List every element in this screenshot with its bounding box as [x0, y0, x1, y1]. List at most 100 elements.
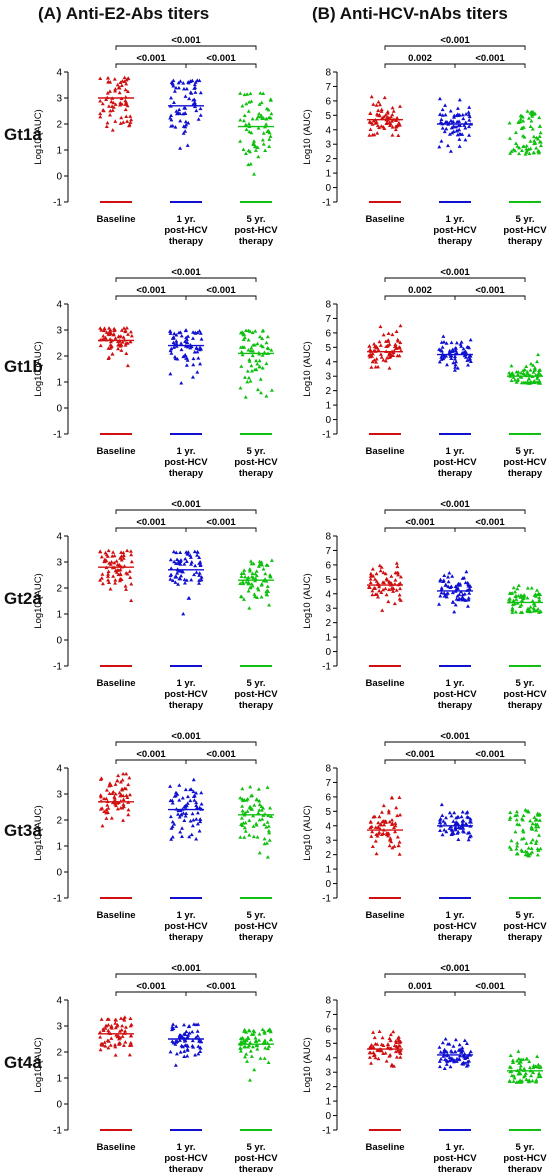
- data-point: [105, 76, 110, 80]
- data-point: [520, 594, 525, 599]
- data-point: [257, 1038, 262, 1042]
- data-point: [242, 835, 247, 839]
- data-point: [184, 550, 189, 554]
- data-point: [254, 822, 259, 827]
- data-point: [124, 100, 129, 104]
- data-point: [256, 787, 261, 791]
- data-point: [379, 109, 384, 113]
- category-label: post-HCV: [433, 1153, 477, 1164]
- data-point: [267, 830, 272, 835]
- data-point: [172, 822, 177, 826]
- data-point: [440, 126, 445, 130]
- data-point: [110, 554, 115, 558]
- data-point: [251, 561, 256, 566]
- data-point: [375, 112, 380, 116]
- data-point: [107, 89, 112, 93]
- data-point: [379, 810, 384, 814]
- data-point: [450, 590, 455, 595]
- data-point: [177, 798, 182, 802]
- data-point: [390, 133, 395, 137]
- data-point: [185, 552, 190, 556]
- data-point: [514, 817, 519, 822]
- data-point: [393, 1039, 398, 1043]
- y-tick-label: 2: [325, 386, 331, 397]
- data-point: [168, 331, 173, 335]
- y-tick-label: -1: [322, 1126, 331, 1137]
- data-point: [372, 1052, 377, 1057]
- data-point: [534, 608, 539, 613]
- data-point: [451, 600, 456, 604]
- data-point: [168, 371, 173, 376]
- data-point: [532, 141, 537, 146]
- data-point: [534, 1079, 539, 1083]
- data-point: [453, 362, 458, 367]
- data-point: [119, 1027, 124, 1032]
- data-point: [193, 563, 198, 568]
- data-point: [247, 357, 252, 362]
- data-point: [118, 334, 123, 338]
- data-point: [393, 342, 398, 346]
- y-tick-label: -1: [53, 198, 62, 209]
- data-point: [396, 572, 401, 577]
- data-point: [380, 608, 385, 612]
- data-point: [183, 328, 188, 333]
- data-point: [106, 572, 111, 576]
- data-point: [390, 845, 395, 850]
- category-label: therapy: [508, 700, 543, 711]
- data-point: [447, 350, 452, 355]
- data-point: [110, 352, 115, 356]
- category-label: post-HCV: [433, 921, 477, 932]
- data-point: [241, 147, 246, 151]
- data-point: [379, 822, 384, 827]
- data-point: [450, 830, 455, 834]
- category-label: 5 yr.: [246, 910, 265, 921]
- data-point: [511, 585, 516, 590]
- data-point: [254, 116, 259, 121]
- data-point: [185, 143, 190, 147]
- data-point: [458, 342, 463, 346]
- data-point: [386, 831, 391, 835]
- data-point: [258, 377, 263, 381]
- data-point: [196, 1022, 201, 1026]
- data-point: [377, 125, 382, 130]
- data-point: [267, 603, 272, 607]
- data-point: [519, 114, 524, 118]
- data-point: [126, 807, 131, 812]
- data-point: [265, 584, 270, 589]
- data-point: [124, 114, 129, 119]
- data-point: [245, 369, 250, 373]
- data-point: [509, 149, 514, 153]
- data-point: [98, 99, 103, 103]
- data-point: [128, 339, 133, 344]
- data-point: [386, 810, 391, 815]
- data-point: [106, 80, 111, 84]
- data-point: [186, 80, 191, 84]
- data-point: [252, 592, 257, 596]
- category-label: therapy: [438, 236, 473, 247]
- data-point: [390, 125, 395, 129]
- category-label: Baseline: [365, 1142, 404, 1153]
- data-point: [244, 1030, 249, 1034]
- data-point: [445, 143, 450, 148]
- data-point: [195, 1029, 200, 1033]
- data-point: [452, 356, 457, 361]
- data-point: [178, 829, 183, 834]
- data-point: [119, 115, 124, 120]
- data-point: [247, 833, 252, 837]
- data-point: [105, 574, 110, 578]
- data-point: [113, 792, 118, 796]
- data-point: [109, 1036, 114, 1040]
- data-point: [461, 1060, 466, 1065]
- data-point: [101, 107, 106, 112]
- data-point: [124, 570, 129, 575]
- data-point: [383, 586, 388, 591]
- data-point: [393, 821, 398, 825]
- data-point: [169, 566, 174, 570]
- data-point: [195, 1034, 200, 1038]
- data-point: [250, 571, 255, 576]
- data-point: [438, 1050, 443, 1054]
- data-point: [174, 1024, 179, 1028]
- data-point: [268, 134, 273, 138]
- data-point: [371, 102, 376, 106]
